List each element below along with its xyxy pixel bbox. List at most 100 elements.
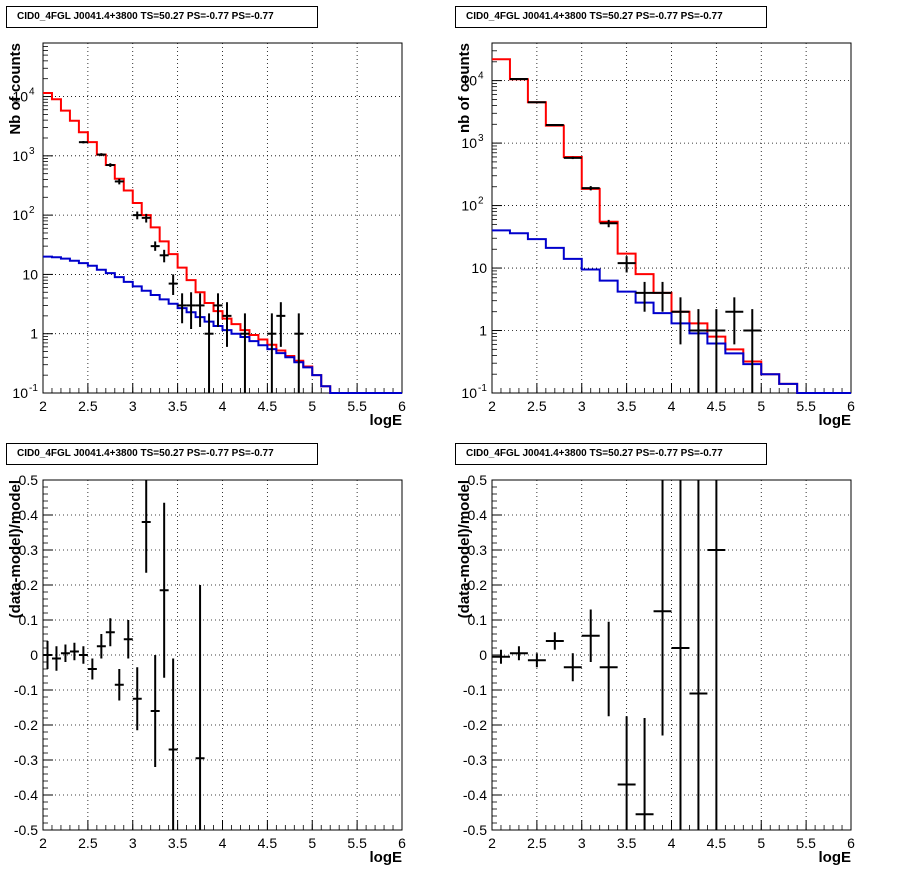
x-axis-title: logE	[370, 849, 403, 866]
data-point	[222, 302, 232, 347]
data-point	[581, 186, 600, 191]
data-point	[177, 293, 187, 324]
y-tick-label: -0.5	[14, 822, 38, 838]
data-point	[527, 101, 546, 104]
x-tick-label: 5	[308, 835, 316, 851]
data-point	[195, 293, 205, 327]
y-tick-label: 0.3	[19, 542, 39, 558]
x-tick-label: 6	[847, 835, 855, 851]
x-tick-label: 3	[578, 398, 586, 414]
y-tick-label: 10	[12, 148, 28, 164]
data-point	[78, 140, 88, 144]
data-point	[599, 219, 618, 228]
data-point	[159, 249, 169, 263]
data-point	[527, 653, 546, 668]
data-point	[96, 634, 106, 659]
x-tick-label: 5.5	[796, 398, 816, 414]
x-tick-label: 5.5	[347, 398, 367, 414]
y-tick-label: 10	[12, 207, 28, 223]
data-point	[707, 480, 726, 830]
data-point	[195, 585, 205, 830]
y-tick-label: 0.5	[468, 472, 488, 488]
x-tick-label: 4	[219, 398, 227, 414]
x-tick-label: 4.5	[707, 835, 727, 851]
data-point	[671, 297, 690, 345]
x-tick-label: 3	[129, 398, 137, 414]
plot-frame	[491, 479, 852, 831]
x-tick-label: 5.5	[796, 835, 816, 851]
y-axis-title: Nb of counts	[7, 43, 24, 135]
data-point	[105, 163, 115, 167]
x-tick-label: 3.5	[617, 398, 637, 414]
y-tick-label: -0.3	[463, 752, 487, 768]
y-tick-label: -0.2	[14, 717, 38, 733]
data-point	[294, 313, 304, 393]
x-tick-label: 6	[398, 398, 406, 414]
data-point	[51, 646, 61, 671]
y-tick-exponent: 4	[478, 71, 484, 82]
data-point	[78, 646, 88, 664]
y-tick-exponent: -1	[478, 383, 487, 394]
x-tick-label: 2	[488, 398, 496, 414]
y-axis-title: (data-model)/model	[7, 480, 24, 618]
data-point	[204, 313, 214, 393]
y-tick-label: 10	[12, 89, 28, 105]
data-point	[599, 621, 618, 717]
y-tick-label: 0.1	[19, 612, 39, 628]
data-point	[69, 642, 79, 661]
x-tick-label: 2	[39, 398, 47, 414]
series-model-source	[492, 229, 851, 394]
panel-3-title: CID0_4FGL J0041.4+3800 TS=50.27 PS=-0.77…	[6, 443, 318, 465]
data-point	[725, 297, 744, 345]
x-tick-label: 6	[847, 398, 855, 414]
data-point	[581, 609, 600, 662]
y-tick-label: 10	[461, 385, 477, 401]
data-point	[114, 669, 124, 701]
y-tick-label: -0.4	[14, 787, 38, 803]
data-point	[653, 480, 672, 736]
y-tick-label: -0.2	[463, 717, 487, 733]
x-tick-label: 2	[488, 835, 496, 851]
y-tick-exponent: -1	[29, 383, 38, 394]
data-point	[168, 274, 178, 295]
data-point	[545, 123, 564, 126]
y-tick-label: 10	[22, 266, 38, 282]
panel-3: 2 2.5 3 3.5 4 4.5 5 5.5 6 -0.5 -0.4 -0.3 -0.2 -0.1 0 0.…	[7, 472, 406, 866]
data-point	[689, 480, 708, 830]
panel-2-title: CID0_4FGL J0041.4+3800 TS=50.27 PS=-0.77…	[455, 6, 767, 28]
panel-4: 2 2.5 3 3.5 4 4.5 5 5.5 6 -0.5 -0.4 -0.3 -0.2 -0.1 0 0.…	[456, 472, 855, 866]
x-axis-title: logE	[819, 412, 852, 429]
x-tick-label: 5	[757, 398, 765, 414]
y-tick-exponent: 3	[478, 133, 484, 144]
x-tick-label: 4	[219, 835, 227, 851]
y-tick-label: 0.4	[468, 507, 488, 523]
y-tick-label: -0.3	[14, 752, 38, 768]
panel-4-title: CID0_4FGL J0041.4+3800 TS=50.27 PS=-0.77…	[455, 443, 767, 465]
y-tick-label: 0	[479, 647, 487, 663]
data-point	[186, 292, 196, 330]
x-axis-title: logE	[370, 412, 403, 429]
y-tick-exponent: 4	[29, 87, 35, 98]
y-tick-label: 10	[461, 135, 477, 151]
x-tick-label: 4	[668, 398, 676, 414]
x-tick-label: 2.5	[527, 398, 547, 414]
data-point	[240, 313, 250, 393]
x-tick-label: 5.5	[347, 835, 367, 851]
y-tick-label: 0	[30, 647, 38, 663]
x-tick-label: 4.5	[258, 398, 278, 414]
data-point	[141, 213, 151, 223]
y-tick-label: 10	[461, 198, 477, 214]
data-point	[563, 653, 582, 682]
y-tick-label: 0.3	[468, 542, 488, 558]
y-axis-title: (data-model)/model	[456, 480, 473, 618]
y-tick-label: -0.1	[463, 682, 487, 698]
data-point	[276, 302, 286, 347]
x-tick-label: 3	[129, 835, 137, 851]
data-point	[563, 156, 582, 160]
x-tick-label: 2.5	[527, 835, 547, 851]
y-tick-label: 10	[12, 385, 28, 401]
x-tick-label: 2	[39, 835, 47, 851]
data-point	[105, 618, 115, 647]
y-tick-exponent: 2	[478, 196, 484, 207]
